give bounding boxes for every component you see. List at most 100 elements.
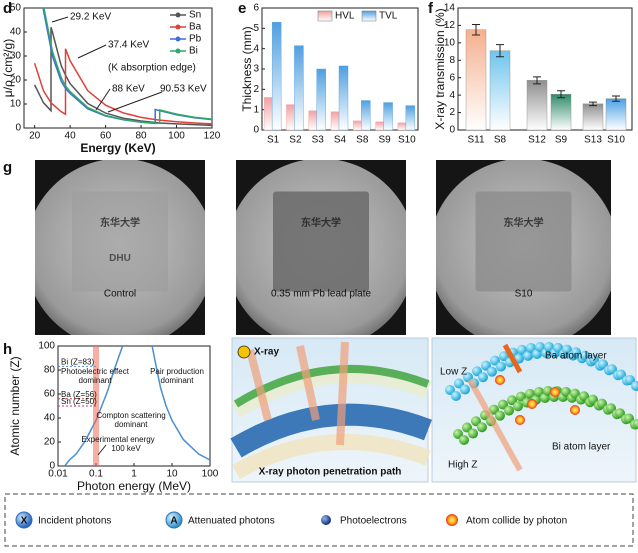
y-tick-label: 10: [444, 37, 456, 48]
x-tick-label: S8: [494, 135, 507, 146]
y-tick-label: 100: [38, 341, 55, 352]
legend-marker: [175, 24, 181, 30]
bar: [375, 121, 384, 131]
bar: [383, 102, 393, 131]
y-tick-label: 14: [444, 3, 456, 14]
bar: [308, 110, 317, 131]
atom: [496, 361, 506, 372]
series-line: [151, 346, 210, 461]
annotation: 37.4 KeV: [108, 40, 149, 51]
atom: [478, 372, 488, 383]
y-tick-label: 2: [449, 107, 455, 118]
legend-marker: [175, 36, 181, 42]
y-tick-label: 20: [44, 437, 56, 448]
y-tick-label: 40: [44, 413, 56, 424]
z-arrow: [467, 378, 523, 472]
x-tick-label: S12: [528, 135, 546, 146]
legend-label: TVL: [379, 11, 398, 22]
bar: [550, 94, 572, 131]
legend-label: Pb: [189, 34, 202, 45]
y-tick-label: 0: [253, 125, 259, 136]
arrow: [77, 44, 107, 59]
bar: [526, 80, 548, 131]
y-tick-label: 60: [44, 389, 56, 400]
collision: [570, 405, 580, 415]
y-tick-label: 20: [10, 75, 22, 86]
annotation: (K absorption edge): [108, 63, 196, 74]
region-label: Compton scattering: [96, 411, 165, 420]
bar: [330, 111, 340, 131]
bar: [263, 97, 273, 131]
error-bar: [533, 76, 541, 85]
watermark: 东华大学: [100, 216, 140, 229]
panel-label: d: [3, 0, 12, 17]
y-tick-label: 5: [253, 23, 259, 34]
error-bar: [557, 90, 565, 99]
arrow: [95, 88, 111, 111]
bar: [605, 98, 627, 131]
element-label: Sn (Z=50): [61, 397, 97, 406]
collision: [550, 387, 560, 397]
legend-label: Bi: [189, 46, 198, 57]
y-tick-label: 1: [253, 104, 259, 115]
panel-label: e: [238, 0, 246, 17]
atom: [631, 381, 638, 391]
bar: [361, 100, 371, 131]
sample: [475, 191, 572, 292]
y-tick-label: 6: [253, 3, 259, 14]
legend-label: Incident photons: [38, 516, 111, 527]
series-line: [33, 26, 212, 127]
bar: [294, 45, 304, 131]
illus-text: High Z: [448, 460, 477, 471]
x-axis-label: Energy (KeV): [80, 141, 155, 155]
bar: [582, 103, 604, 131]
collision: [515, 415, 525, 425]
plot-frame: [23, 7, 213, 129]
annotation: 88 KeV: [112, 84, 145, 95]
bar: [316, 68, 326, 131]
legend-label: Photoelectrons: [340, 516, 407, 527]
legend-icon: [15, 511, 33, 529]
legend-frame: [4, 493, 634, 547]
y-axis-label: Thickness (mm): [240, 26, 254, 111]
y-tick-label: 30: [10, 51, 22, 62]
legend-icon: [165, 511, 183, 529]
radiation-icon: [237, 345, 251, 359]
arrow: [502, 343, 523, 374]
y-tick-label: 3: [253, 64, 259, 75]
y-axis-label: μ/ρ (cm²/g): [1, 39, 15, 97]
x-tick-label: 100: [168, 131, 185, 142]
x-tick-label: 120: [204, 131, 221, 142]
series-line: [43, 8, 212, 125]
x-tick-label: 20: [29, 131, 41, 142]
error-bar: [496, 44, 504, 58]
y-tick-label: 4: [449, 90, 455, 101]
sample: [273, 191, 369, 292]
legend-label: Attenuated photons: [188, 516, 275, 527]
y-tick-label: 10: [10, 99, 22, 110]
collision: [527, 399, 537, 409]
legend-swatch: [361, 10, 377, 22]
legend-label: Atom collide by photon: [466, 516, 567, 527]
legend-icon: [321, 515, 331, 525]
atom: [504, 405, 514, 416]
y-tick-label: 6: [449, 72, 455, 83]
atom: [633, 419, 638, 429]
y-tick-label: 8: [449, 55, 455, 66]
region-label: Photoelectric effect: [61, 367, 130, 376]
watermark: DHU: [109, 253, 131, 264]
x-tick-label: 80: [135, 131, 147, 142]
illus-text: X-ray photon penetration path: [259, 467, 402, 478]
x-tick-label: S8: [356, 135, 369, 146]
atom: [523, 350, 533, 361]
sample: [72, 191, 168, 292]
y-tick-label: 80: [44, 365, 56, 376]
bar: [489, 50, 511, 131]
legend-label: HVL: [335, 11, 355, 22]
y-tick-label: 40: [10, 27, 22, 38]
y-tick-label: 4: [253, 43, 259, 54]
x-tick-label: S4: [334, 135, 347, 146]
error-bar: [472, 24, 480, 36]
error-bar: [589, 101, 597, 107]
